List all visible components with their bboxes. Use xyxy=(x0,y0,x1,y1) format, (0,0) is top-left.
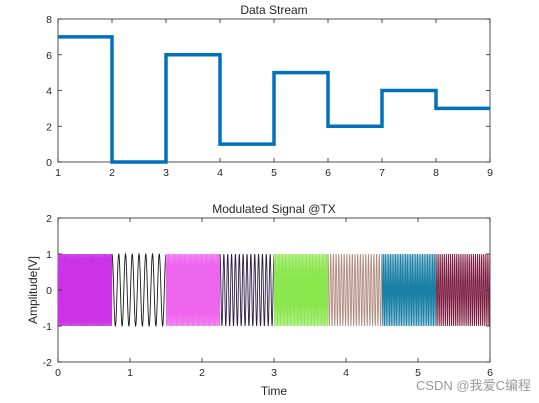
modulated-segment-3 xyxy=(165,253,221,327)
modulated-signal-xlabel: Time xyxy=(261,384,288,398)
modulated-signal-title: Modulated Signal @TX xyxy=(212,202,336,216)
data-stream-xtick-label: 9 xyxy=(487,167,493,179)
modulated-segment-5 xyxy=(273,253,329,327)
modulated-signal-ytick-label: 1 xyxy=(46,249,52,261)
modulated-segment-6 xyxy=(327,253,383,327)
modulated-signal-ytick-label: -1 xyxy=(43,321,52,333)
data-stream-xtick-label: 8 xyxy=(433,167,439,179)
data-stream-ticks: 1 2 3 4 5 6 7 8 9 0 2 4 6 8 xyxy=(46,14,493,179)
modulated-signal-ylabel: Amplitude[V] xyxy=(26,256,40,324)
modulated-signal-ytick-label: 0 xyxy=(46,285,52,297)
modulated-signal-xtick-label: 6 xyxy=(487,367,493,379)
data-stream-ytick-label: 4 xyxy=(46,86,52,98)
modulated-segment-8 xyxy=(435,253,491,327)
modulated-signal-xtick-label: 3 xyxy=(271,367,277,379)
data-stream-xtick-label: 2 xyxy=(109,167,115,179)
watermark: CSDN @我爱C编程 xyxy=(416,378,531,393)
data-stream-ytick-label: 2 xyxy=(46,121,52,133)
modulated-signal-ytick-label: 2 xyxy=(46,213,52,225)
data-stream-ytick-label: 8 xyxy=(46,14,52,26)
data-stream-xtick-label: 4 xyxy=(217,167,223,179)
modulated-signal-xtick-label: 5 xyxy=(415,367,421,379)
modulated-segment-7 xyxy=(381,253,437,327)
modulated-segment-1 xyxy=(57,253,113,327)
modulated-signal-ytick-label: -2 xyxy=(43,357,52,369)
data-stream-marks xyxy=(58,35,490,164)
data-stream-xtick-label: 6 xyxy=(325,167,331,179)
modulated-signal-xtick-label: 0 xyxy=(55,367,61,379)
data-stream-xtick-label: 7 xyxy=(379,167,385,179)
data-stream-ytick-label: 6 xyxy=(46,50,52,62)
data-stream-title: Data Stream xyxy=(240,3,307,17)
modulated-segment-2 xyxy=(111,252,167,328)
modulated-signal-marks xyxy=(57,252,491,328)
data-stream-axes: Data Stream 1 2 3 4 5 6 7 8 9 0 2 4 6 8 xyxy=(46,3,493,179)
modulated-segment-4 xyxy=(219,253,275,327)
modulated-signal-xtick-label: 2 xyxy=(199,367,205,379)
data-stream-step-line xyxy=(58,35,490,164)
data-stream-xtick-label: 5 xyxy=(271,167,277,179)
data-stream-xtick-label: 1 xyxy=(55,167,61,179)
modulated-signal-xtick-label: 1 xyxy=(127,367,133,379)
modulated-signal-xtick-label: 4 xyxy=(343,367,349,379)
modulated-signal-ticks: 0 1 2 3 4 5 6 -2 -1 0 1 2 xyxy=(43,213,493,379)
data-stream-xtick-label: 3 xyxy=(163,167,169,179)
modulated-signal-axes: Modulated Signal @TX 0 1 2 3 4 5 6 -2 -1 0 1 2 Time… xyxy=(26,202,493,398)
data-stream-ytick-label: 0 xyxy=(46,157,52,169)
